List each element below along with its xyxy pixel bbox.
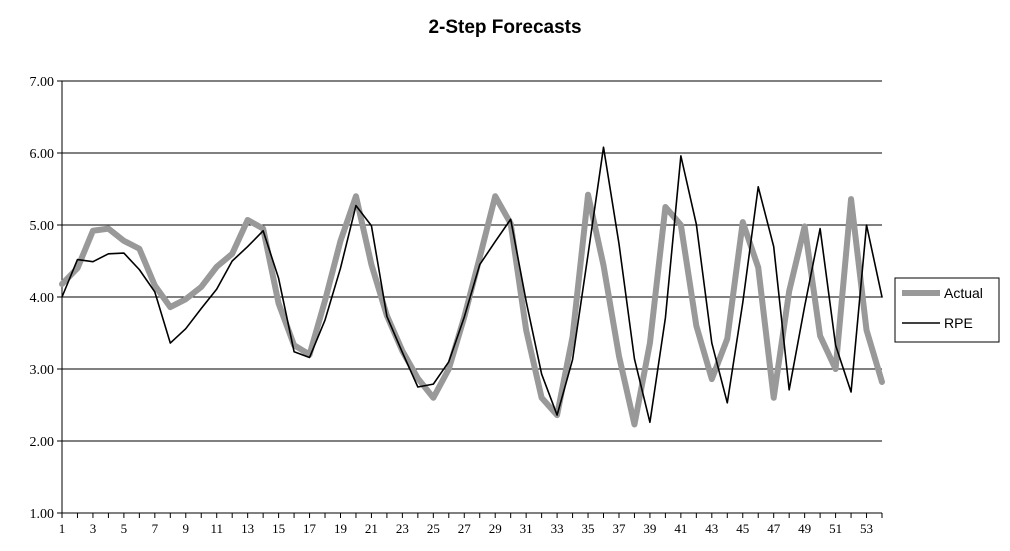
- x-tick-label: 49: [798, 521, 811, 536]
- x-tick-label: 19: [334, 521, 347, 536]
- legend-label-rpe: RPE: [944, 315, 973, 331]
- legend-box: [894, 277, 1000, 343]
- x-tick-label: 3: [90, 521, 97, 536]
- y-tick-label: 2.00: [30, 435, 55, 450]
- y-tick-label: 7.00: [30, 75, 55, 90]
- x-tick-label: 45: [736, 521, 749, 536]
- legend: Actual RPE: [894, 277, 1000, 343]
- y-tick-label: 1.00: [30, 507, 55, 522]
- x-tick-label: 15: [272, 521, 285, 536]
- series-lines: [59, 146, 885, 428]
- x-tick-label: 35: [582, 521, 595, 536]
- x-tick-label: 33: [551, 521, 564, 536]
- series-line-rpe: [61, 146, 883, 424]
- y-tick-label: 5.00: [30, 219, 55, 234]
- x-tick-label: 39: [643, 521, 656, 536]
- x-tick-label: 21: [365, 521, 378, 536]
- y-tick-label: 6.00: [30, 147, 55, 162]
- legend-label-actual: Actual: [944, 285, 983, 301]
- x-tick-label: 29: [489, 521, 502, 536]
- x-tick-label: 41: [674, 521, 687, 536]
- series-line-actual: [59, 191, 885, 428]
- x-tick-label: 7: [152, 521, 159, 536]
- x-tick-label: 1: [59, 521, 66, 536]
- x-tick-label: 23: [396, 521, 409, 536]
- x-tick-label: 31: [520, 521, 533, 536]
- y-tick-label: 3.00: [30, 363, 55, 378]
- x-tick-label: 51: [829, 521, 842, 536]
- chart-title: 2-Step Forecasts: [428, 17, 581, 38]
- x-tick-label: 25: [427, 521, 440, 536]
- x-tick-label: 53: [860, 521, 873, 536]
- x-tick-label: 5: [121, 521, 128, 536]
- x-tick-label: 9: [183, 521, 190, 536]
- x-tick-label: 37: [612, 521, 626, 536]
- x-tick-label: 11: [210, 521, 223, 536]
- x-tick-label: 47: [767, 521, 781, 536]
- y-axis-tick-labels: 1.00 2.00 3.00 4.00 5.00 6.00 7.00: [30, 75, 55, 522]
- x-axis-tick-labels: 1 3 5 7 9 11 13 15 17 19 21 23 25 27 29 31 33 35 37 39 41 43 4…: [59, 521, 873, 536]
- x-tick-label: 13: [241, 521, 254, 536]
- x-tick-label: 17: [303, 521, 317, 536]
- x-tick-label: 27: [458, 521, 472, 536]
- x-tick-label: 43: [705, 521, 718, 536]
- y-tick-label: 4.00: [30, 291, 55, 306]
